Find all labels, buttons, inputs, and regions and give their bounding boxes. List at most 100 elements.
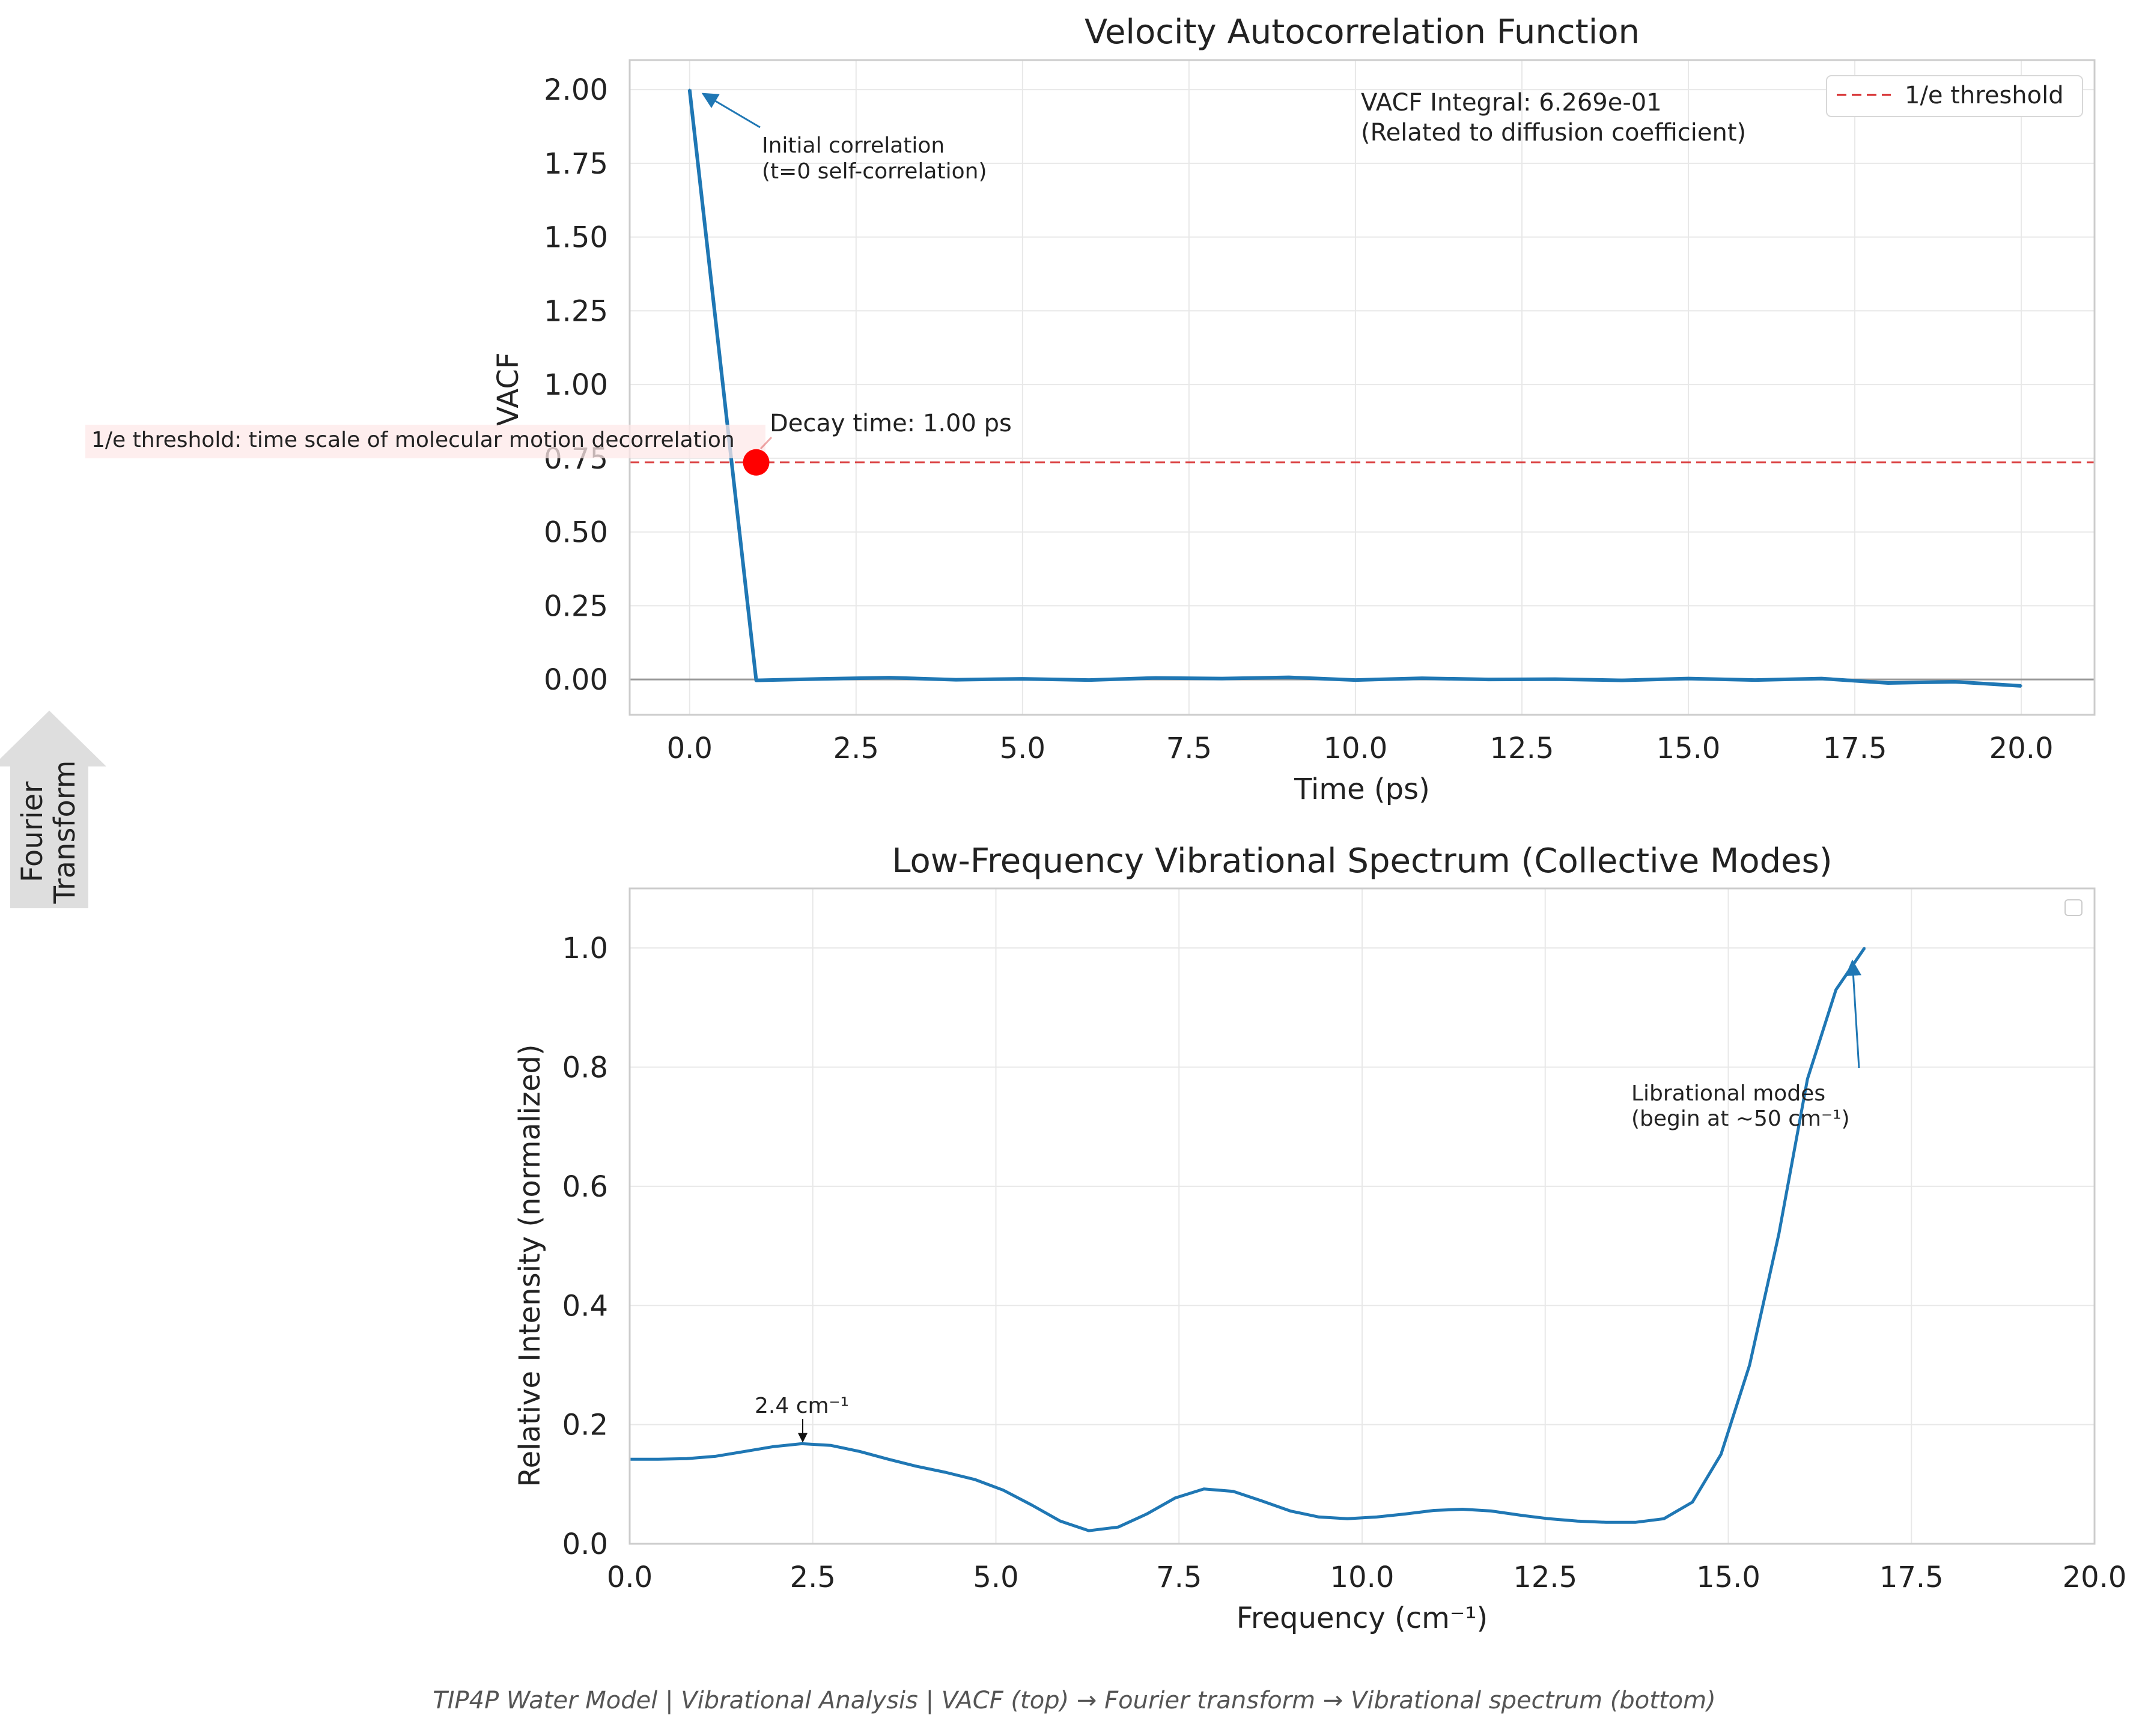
- bot-data-point: [1232, 1490, 1234, 1493]
- top-data-point: [888, 676, 890, 679]
- bot-x-tick-label: 5.0: [973, 1561, 1018, 1594]
- top-y-tick-label: 0.50: [544, 516, 608, 550]
- bot-data-point: [1002, 1489, 1005, 1492]
- top-data-point: [755, 679, 758, 682]
- bot-series-line: [630, 947, 1866, 1532]
- bot-data-point: [1346, 1517, 1349, 1520]
- top-data-point: [1221, 678, 1223, 680]
- librational-annotation: Librational modes (begin at ~50 cm⁻¹): [1631, 1081, 1850, 1131]
- bot-x-tick-label: 12.5: [1513, 1561, 1577, 1594]
- fourier-transform-label-2: Transform: [48, 760, 82, 905]
- bot-data-point: [973, 1478, 976, 1481]
- vacf-chart: Velocity Autocorrelation Function 0.0 2.5…: [85, 13, 2096, 806]
- top-data-point: [1154, 677, 1157, 679]
- bot-data-point: [1548, 1517, 1550, 1520]
- top-x-tick-label: 10.0: [1323, 732, 1387, 765]
- vacf-integral-line: VACF Integral: 6.269e-01: [1361, 89, 1662, 117]
- spectrum-plot-frame: [628, 887, 2096, 1545]
- bot-data-point: [1778, 1233, 1780, 1235]
- bot-x-tick-label: 0.0: [607, 1561, 653, 1594]
- spectrum-legend-box: [2064, 899, 2083, 916]
- top-x-tick-label: 2.5: [833, 732, 879, 765]
- spectrum-series: [628, 947, 1866, 1532]
- bot-data-point: [830, 1444, 832, 1446]
- top-data-point: [689, 88, 691, 91]
- bot-x-tick-label: 10.0: [1330, 1561, 1395, 1594]
- librational-arrow: [1845, 959, 1861, 1069]
- top-y-tick-label: 1.50: [544, 221, 608, 255]
- top-data-point: [1421, 677, 1423, 679]
- initial-correlation-annotation: Initial correlation (t=0 self-correlatio…: [762, 133, 987, 184]
- bot-data-point: [1203, 1488, 1205, 1490]
- bot-data-point: [1576, 1520, 1578, 1522]
- bot-x-tick-label: 7.5: [1156, 1561, 1202, 1594]
- vacf-chart-title: Velocity Autocorrelation Function: [1085, 13, 1640, 52]
- bot-y-tick-label: 0.6: [562, 1170, 608, 1204]
- spectrum-x-label: Frequency (cm⁻¹): [1237, 1601, 1488, 1635]
- initial-correlation-line1: Initial correlation: [762, 133, 945, 158]
- librational-line2: (begin at ~50 cm⁻¹): [1631, 1106, 1850, 1131]
- bot-data-point: [1720, 1453, 1722, 1455]
- top-y-tick-label: 1.25: [544, 294, 608, 328]
- vacf-legend: 1/e threshold: [1826, 75, 2083, 117]
- bot-data-point: [743, 1450, 746, 1452]
- top-data-point: [1887, 682, 1889, 684]
- bot-data-point: [1490, 1510, 1492, 1512]
- vacf-y-label: VACF: [491, 353, 525, 426]
- bot-data-point: [657, 1458, 660, 1460]
- bot-data-point: [1261, 1500, 1263, 1502]
- librational-line1: Librational modes: [1631, 1081, 1825, 1106]
- top-data-point: [955, 679, 957, 681]
- top-data-point: [1288, 676, 1290, 679]
- top-y-tick-label: 1.00: [544, 368, 608, 402]
- bot-y-tick-label: 0.4: [562, 1289, 608, 1323]
- top-y-tick-label: 0.00: [544, 663, 608, 697]
- fourier-transform-arrow-shape: [0, 711, 106, 908]
- bot-data-point: [1404, 1513, 1407, 1515]
- bot-data-point: [772, 1445, 774, 1448]
- top-x-tick-label: 0.0: [667, 732, 713, 765]
- bot-y-tick-label: 0.8: [562, 1051, 608, 1085]
- bot-data-point: [715, 1455, 717, 1457]
- bot-data-point: [1634, 1521, 1637, 1523]
- top-x-tick-label: 5.0: [1000, 732, 1045, 765]
- top-data-point: [1488, 678, 1490, 681]
- spectrum-chart-title: Low-Frequency Vibrational Spectrum (Coll…: [892, 842, 1832, 881]
- initial-correlation-arrow: [701, 93, 761, 129]
- spectrum-y-label: Relative Intensity (normalized): [513, 1044, 547, 1487]
- bot-data-point: [1088, 1529, 1090, 1532]
- vacf-grid: [630, 60, 2095, 715]
- bot-x-tick-label: 15.0: [1696, 1561, 1760, 1594]
- threshold-annotation-arrow: [759, 436, 773, 450]
- top-y-tick-label: 2.00: [544, 73, 608, 107]
- vacf-x-label: Time (ps): [1294, 772, 1430, 806]
- top-x-tick-label: 12.5: [1490, 732, 1554, 765]
- vacf-plot-frame: [628, 59, 2096, 716]
- threshold-annotation: 1/e threshold: time scale of molecular m…: [91, 428, 735, 452]
- top-data-point: [821, 678, 824, 680]
- bot-data-point: [916, 1465, 918, 1467]
- decay-time-annotation: Decay time: 1.00 ps: [770, 410, 1012, 437]
- figure-footer: TIP4P Water Model | Vibrational Analysis…: [433, 1687, 1715, 1714]
- peak-annotation: 2.4 cm⁻¹: [755, 1394, 849, 1418]
- bot-data-point: [1432, 1509, 1435, 1511]
- top-data-point: [1687, 678, 1690, 680]
- bot-data-point: [1375, 1516, 1378, 1518]
- bot-x-tick-label: 20.0: [2063, 1561, 2127, 1594]
- bot-data-point: [1748, 1364, 1751, 1366]
- top-data-point: [1953, 681, 1956, 683]
- fourier-transform-arrow: Fourier Transform: [0, 711, 106, 908]
- bot-data-point: [859, 1450, 861, 1452]
- top-data-point: [1354, 679, 1357, 681]
- bot-data-point: [1174, 1497, 1176, 1499]
- bot-data-point: [686, 1457, 688, 1460]
- legend-threshold-label: 1/e threshold: [1905, 82, 2064, 109]
- top-y-tick-label: 1.75: [544, 147, 608, 181]
- bot-data-point: [1461, 1508, 1464, 1510]
- bot-y-tick-label: 0.2: [562, 1409, 608, 1442]
- top-data-point: [1088, 679, 1091, 681]
- bot-data-point: [1863, 947, 1866, 949]
- bot-data-point: [1030, 1504, 1033, 1507]
